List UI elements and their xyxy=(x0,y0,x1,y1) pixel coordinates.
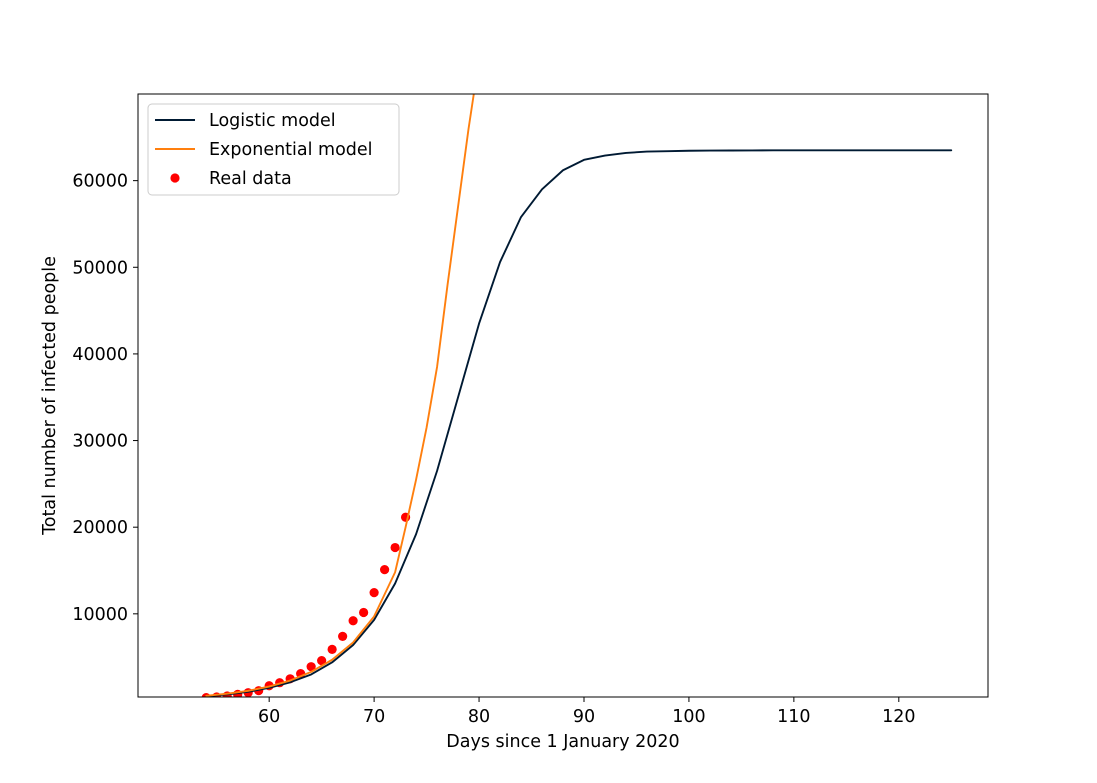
y-axis-label: Total number of infected people xyxy=(40,256,60,536)
logistic-model-legend-label: Logistic model xyxy=(209,111,336,131)
x-tick-label: 60 xyxy=(258,707,280,727)
real-data-point xyxy=(370,588,379,597)
x-axis-label: Days since 1 January 2020 xyxy=(446,732,679,752)
y-tick-label: 50000 xyxy=(72,258,128,278)
x-tick-label: 90 xyxy=(573,707,595,727)
y-tick-label: 40000 xyxy=(72,345,128,365)
real-data-point xyxy=(390,543,399,552)
real-data-point xyxy=(349,616,358,625)
x-tick-label: 110 xyxy=(777,707,810,727)
real-data-legend-swatch xyxy=(170,173,179,182)
x-tick-label: 80 xyxy=(468,707,490,727)
y-tick-label: 60000 xyxy=(72,172,128,192)
exponential-model-legend-label: Exponential model xyxy=(209,140,373,160)
x-tick-label: 100 xyxy=(672,707,705,727)
real-data-point xyxy=(380,565,389,574)
y-tick-label: 30000 xyxy=(72,432,128,452)
real-data-legend-label: Real data xyxy=(209,169,292,189)
real-data-point xyxy=(338,632,347,641)
real-data-point xyxy=(359,608,368,617)
y-tick-label: 20000 xyxy=(72,518,128,538)
x-tick-label: 70 xyxy=(363,707,385,727)
legend: Logistic model Exponential model Real data xyxy=(148,104,399,195)
y-tick-label: 10000 xyxy=(72,605,128,625)
x-tick-label: 120 xyxy=(882,707,915,727)
real-data-point xyxy=(328,645,337,654)
